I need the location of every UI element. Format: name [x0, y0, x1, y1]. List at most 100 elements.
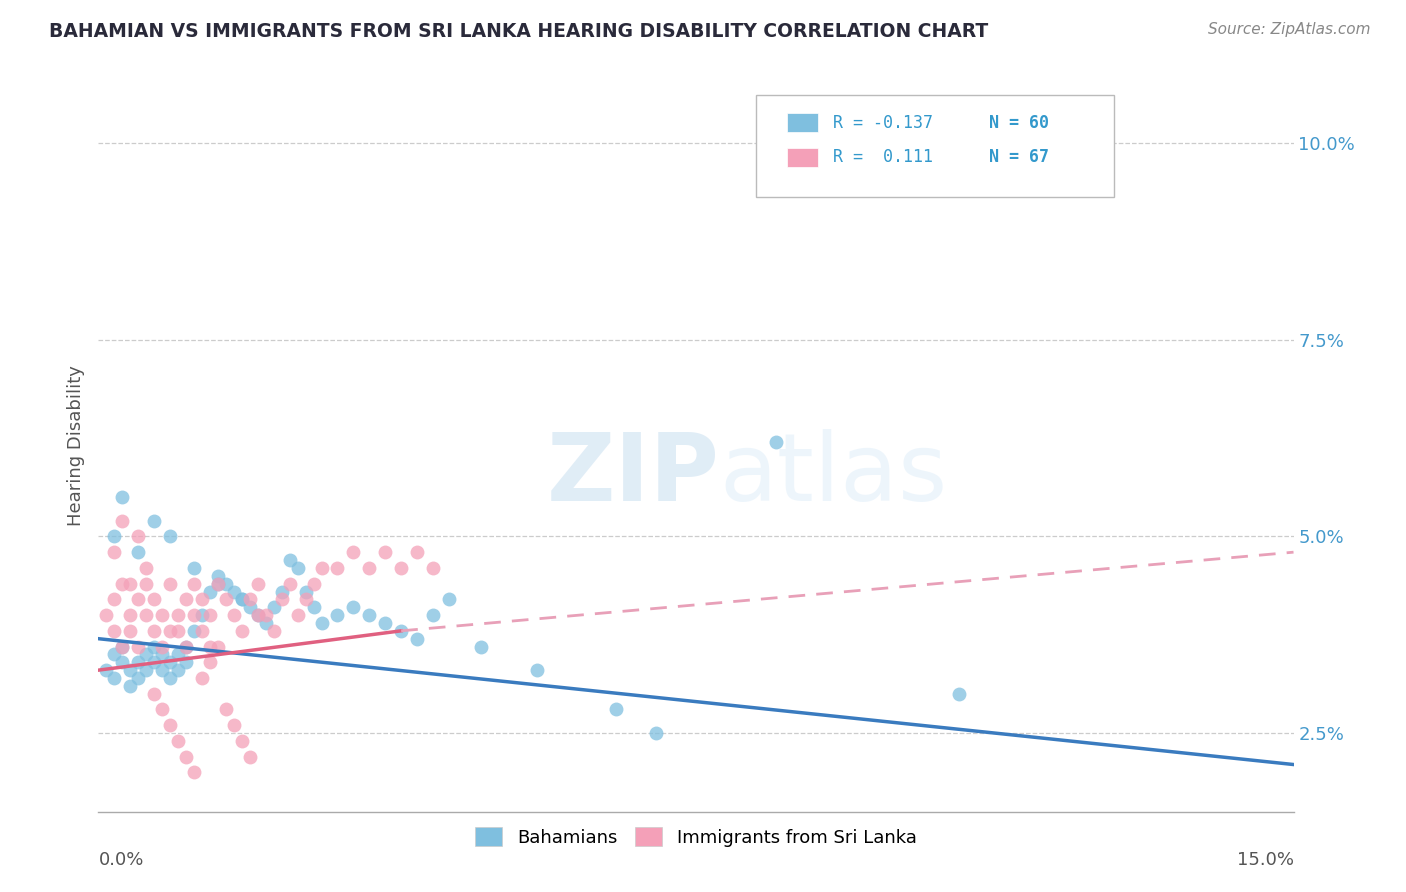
Point	[111, 514, 134, 528]
Point	[143, 592, 166, 607]
Point	[302, 576, 325, 591]
Point	[605, 702, 627, 716]
Text: ZIP: ZIP	[547, 429, 720, 521]
Point	[406, 545, 429, 559]
Point	[231, 734, 253, 748]
Text: BAHAMIAN VS IMMIGRANTS FROM SRI LANKA HEARING DISABILITY CORRELATION CHART: BAHAMIAN VS IMMIGRANTS FROM SRI LANKA HE…	[49, 22, 988, 41]
Point	[96, 608, 118, 623]
Point	[103, 648, 125, 662]
Point	[191, 671, 214, 685]
Point	[231, 592, 253, 607]
Point	[198, 655, 221, 669]
Point	[215, 576, 238, 591]
Point	[120, 608, 142, 623]
Point	[222, 718, 245, 732]
Point	[127, 529, 149, 543]
Point	[207, 640, 229, 654]
Point	[311, 561, 333, 575]
Point	[167, 734, 190, 748]
Point	[127, 655, 149, 669]
Point	[239, 600, 262, 615]
Point	[143, 655, 166, 669]
Point	[645, 726, 668, 740]
Point	[526, 663, 548, 677]
Point	[159, 671, 181, 685]
Point	[127, 592, 149, 607]
Text: Source: ZipAtlas.com: Source: ZipAtlas.com	[1208, 22, 1371, 37]
Point	[246, 576, 269, 591]
Point	[287, 561, 309, 575]
Point	[239, 592, 262, 607]
Text: 0.0%: 0.0%	[98, 851, 143, 869]
Point	[120, 576, 142, 591]
Point	[111, 640, 134, 654]
Point	[198, 608, 221, 623]
Point	[120, 624, 142, 638]
Point	[167, 608, 190, 623]
Point	[231, 624, 253, 638]
Point	[239, 749, 262, 764]
Text: 15.0%: 15.0%	[1236, 851, 1294, 869]
Point	[302, 600, 325, 615]
Point	[127, 545, 149, 559]
Point	[135, 663, 157, 677]
Point	[96, 663, 118, 677]
FancyBboxPatch shape	[787, 113, 818, 132]
Point	[470, 640, 492, 654]
Point	[222, 608, 245, 623]
Point	[389, 624, 412, 638]
Point	[207, 576, 229, 591]
Point	[159, 624, 181, 638]
Point	[311, 615, 333, 630]
Point	[174, 655, 197, 669]
Point	[326, 608, 349, 623]
Point	[948, 687, 970, 701]
Point	[294, 584, 316, 599]
Point	[183, 561, 205, 575]
Point	[143, 624, 166, 638]
Point	[103, 592, 125, 607]
Point	[278, 553, 301, 567]
Point	[222, 584, 245, 599]
Point	[294, 592, 316, 607]
Point	[191, 608, 214, 623]
Point	[765, 435, 787, 450]
Point	[159, 576, 181, 591]
Text: atlas: atlas	[720, 429, 948, 521]
Legend: Bahamians, Immigrants from Sri Lanka: Bahamians, Immigrants from Sri Lanka	[468, 820, 924, 854]
Point	[422, 608, 444, 623]
Point	[150, 640, 173, 654]
Point	[183, 765, 205, 780]
Point	[183, 576, 205, 591]
Point	[278, 576, 301, 591]
Point	[215, 702, 238, 716]
Point	[135, 648, 157, 662]
Point	[191, 592, 214, 607]
Point	[246, 608, 269, 623]
Point	[143, 514, 166, 528]
Point	[111, 655, 134, 669]
Point	[359, 608, 381, 623]
Point	[198, 584, 221, 599]
Point	[342, 545, 364, 559]
Point	[111, 576, 134, 591]
Y-axis label: Hearing Disability: Hearing Disability	[66, 366, 84, 526]
Point	[143, 640, 166, 654]
Point	[174, 749, 197, 764]
Point	[254, 608, 277, 623]
Point	[263, 600, 285, 615]
Text: R =  0.111: R = 0.111	[834, 148, 934, 166]
Point	[127, 671, 149, 685]
Point	[342, 600, 364, 615]
Point	[167, 624, 190, 638]
Text: N = 67: N = 67	[988, 148, 1049, 166]
Point	[143, 687, 166, 701]
Point	[270, 584, 292, 599]
Point	[174, 640, 197, 654]
Point	[374, 615, 396, 630]
Point	[183, 608, 205, 623]
Point	[359, 561, 381, 575]
Point	[150, 702, 173, 716]
Point	[103, 529, 125, 543]
Point	[263, 624, 285, 638]
